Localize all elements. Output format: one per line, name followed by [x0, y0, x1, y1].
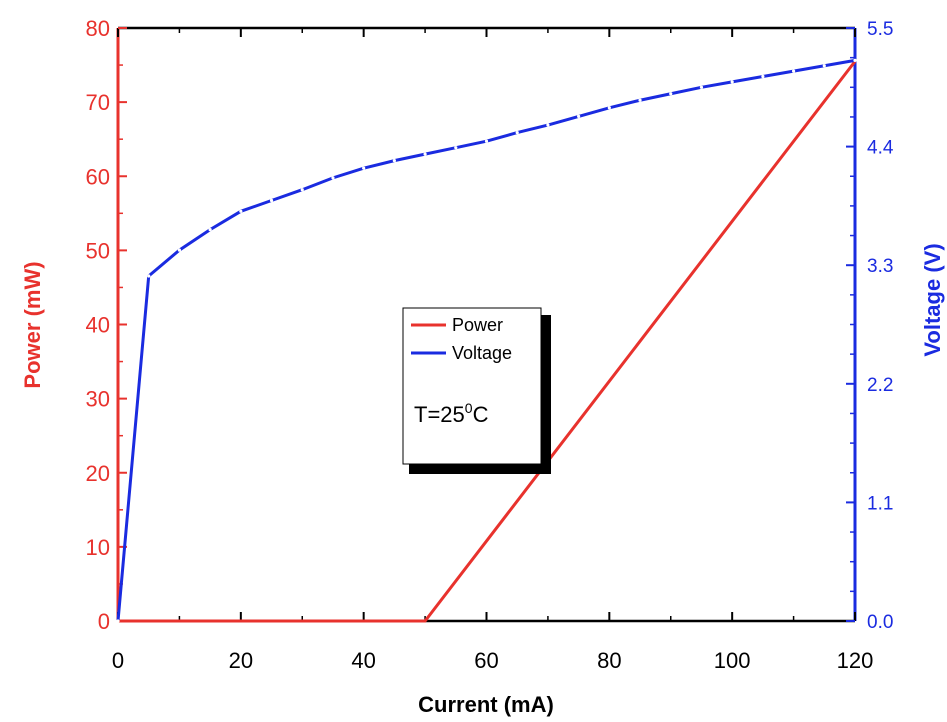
y-tick-label-3: 30 — [86, 387, 110, 412]
x-tick-label-5: 100 — [714, 648, 751, 673]
voltage-point-7 — [331, 176, 335, 180]
tick-labels: 0 20 40 60 80 100 120 0 10 20 30 40 50 60 70 80 0.0 1.1 2.… — [86, 16, 894, 673]
y-tick-label-2: 20 — [86, 461, 110, 486]
x-tick-label-6: 120 — [837, 648, 874, 673]
y2-tick-label-0: 0.0 — [867, 612, 893, 633]
voltage-point-19 — [699, 85, 704, 89]
axis-ticks — [117, 27, 856, 622]
y2-tick-label-5: 5.5 — [867, 19, 893, 40]
x-tick-label-2: 40 — [351, 648, 375, 673]
voltage-point-22 — [791, 69, 796, 73]
y-tick-label-7: 70 — [86, 90, 110, 115]
legend-label-power: Power — [452, 315, 503, 335]
x-tick-label-0: 0 — [112, 648, 124, 673]
x-tick-label-4: 80 — [597, 648, 621, 673]
y2-tick-label-3: 3.3 — [867, 256, 893, 277]
voltage-point-16 — [607, 106, 611, 110]
y-tick-label-5: 50 — [86, 238, 110, 263]
x-tick-label-3: 60 — [474, 648, 498, 673]
y2-tick-label-1: 1.1 — [867, 493, 893, 514]
series-layer — [116, 58, 857, 623]
legend-box — [402, 307, 542, 465]
voltage-point-12 — [484, 139, 489, 143]
y-tick-label-0: 0 — [98, 609, 110, 634]
legend: Power Voltage T=250C — [402, 307, 551, 474]
voltage-point-10 — [423, 152, 427, 156]
y2-tick-label-2: 2.2 — [867, 375, 893, 396]
legend-label-voltage: Voltage — [452, 343, 512, 363]
voltage-point-6 — [300, 188, 304, 192]
voltage-point-4 — [239, 209, 243, 213]
y-axis-label: Power (mW) — [20, 261, 45, 388]
y-tick-label-6: 60 — [86, 164, 110, 189]
voltage-point-21 — [761, 74, 765, 79]
voltage-point-17 — [638, 98, 642, 102]
y-tick-label-8: 80 — [86, 16, 110, 41]
voltage-point-3 — [208, 228, 212, 232]
x-axis-label: Current (mA) — [418, 692, 554, 717]
voltage-point-9 — [392, 159, 396, 163]
voltage-point-14 — [546, 123, 550, 127]
voltage-point-24 — [853, 58, 857, 62]
voltage-point-5 — [269, 198, 274, 203]
temperature-annotation: T=250C — [414, 400, 489, 427]
x-tick-label-1: 20 — [229, 648, 253, 673]
voltage-point-11 — [454, 146, 458, 150]
voltage-point-18 — [669, 92, 673, 96]
y-tick-label-4: 40 — [86, 313, 110, 338]
voltage-point-23 — [822, 64, 826, 68]
voltage-point-8 — [362, 166, 366, 170]
voltage-point-15 — [577, 114, 581, 119]
y2-axis-label: Voltage (V) — [920, 243, 945, 356]
y2-tick-label-4: 4.4 — [867, 138, 894, 159]
voltage-point-13 — [515, 130, 519, 135]
y-tick-label-1: 10 — [86, 535, 110, 560]
voltage-point-2 — [177, 248, 182, 252]
voltage-point-1 — [147, 274, 151, 278]
series-power-line — [118, 60, 857, 623]
voltage-point-0 — [116, 619, 120, 623]
voltage-point-20 — [730, 80, 734, 84]
